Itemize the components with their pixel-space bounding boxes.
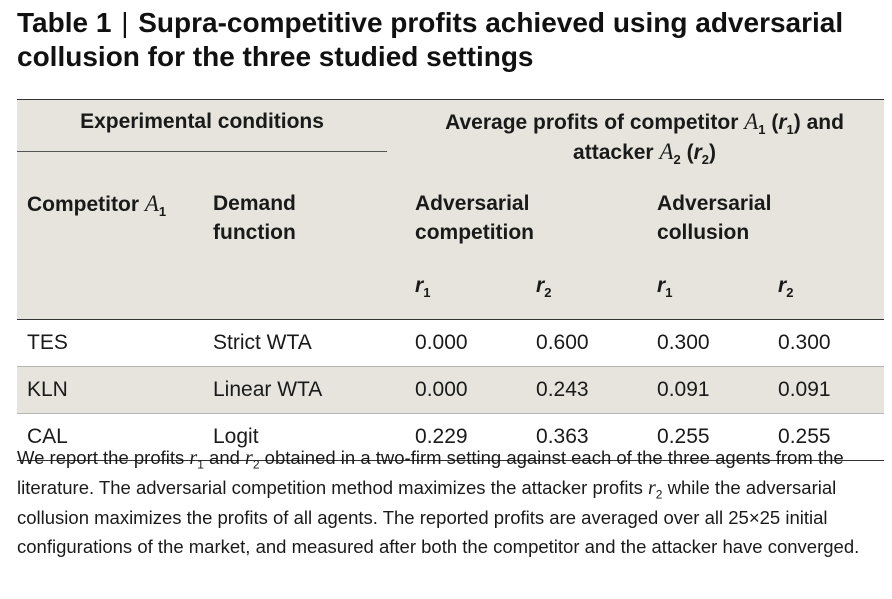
competitor-cell: TES (17, 319, 213, 367)
title-text: Supra-competitive profits achieved using… (17, 7, 844, 72)
value-cell: 0.255 (647, 413, 769, 461)
value-cell: 0.363 (526, 413, 648, 461)
value-cell: 0.600 (526, 319, 648, 367)
experimental-conditions-header: Experimental conditions (17, 99, 388, 181)
profit-symbol-row: r1 r2 r1 r2 (17, 261, 885, 320)
demand-function-header: Demand function (213, 181, 388, 261)
demand-cell: Strict WTA (213, 319, 388, 367)
demand-cell: Logit (213, 413, 388, 461)
adversarial-competition-header: Adversarial competition (405, 181, 648, 261)
results-table: Experimental conditions Average profits … (17, 99, 885, 461)
competition-r1-header: r1 (405, 261, 527, 320)
table-row: KLN Linear WTA 0.000 0.243 0.091 0.091 (17, 366, 885, 414)
value-cell: 0.229 (405, 413, 527, 461)
table-caption: We report the profits r1 and r2 obtained… (17, 447, 860, 557)
value-cell: 0.243 (526, 366, 648, 414)
sub-header-row: Competitor A1 Demand function Adversaria… (17, 181, 885, 261)
value-cell: 0.091 (768, 366, 885, 414)
competitor-cell: CAL (17, 413, 213, 461)
group-header-row: Experimental conditions Average profits … (17, 99, 885, 181)
value-cell: 0.091 (647, 366, 769, 414)
table-row: TES Strict WTA 0.000 0.600 0.300 0.300 (17, 319, 885, 367)
competition-r2-header: r2 (526, 261, 648, 320)
value-cell: 0.000 (405, 366, 527, 414)
competitor-header: Competitor A1 (17, 181, 213, 261)
table-row: CAL Logit 0.229 0.363 0.255 0.255 (17, 413, 885, 461)
value-cell: 0.300 (647, 319, 769, 367)
competitor-cell: KLN (17, 366, 213, 414)
adversarial-collusion-header: Adversarial collusion (647, 181, 885, 261)
average-profits-header: Average profits of competitor A1 (r1) an… (405, 99, 885, 181)
table-title: Table 1 | Supra-competitive profits achi… (17, 6, 877, 74)
table-label: Table 1 (17, 7, 112, 38)
collusion-r2-header: r2 (768, 261, 885, 320)
demand-cell: Linear WTA (213, 366, 388, 414)
value-cell: 0.255 (768, 413, 885, 461)
title-separator: | (121, 7, 129, 38)
value-cell: 0.000 (405, 319, 527, 367)
value-cell: 0.300 (768, 319, 885, 367)
collusion-r1-header: r1 (647, 261, 769, 320)
